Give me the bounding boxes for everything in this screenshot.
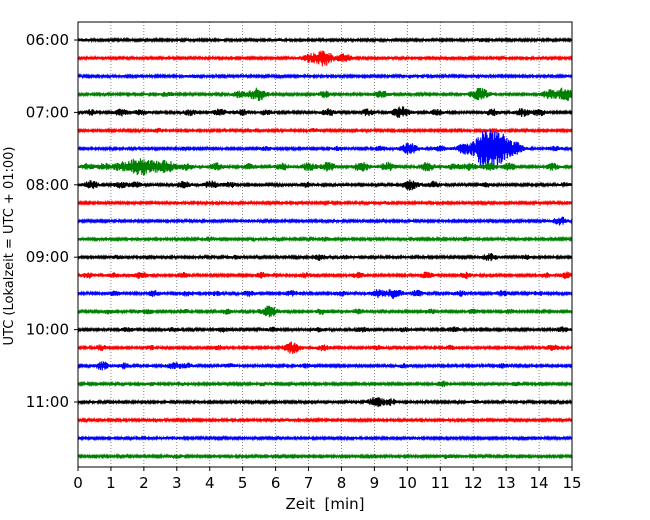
seismogram-trace xyxy=(77,72,573,80)
y-tick-label: 09:00 xyxy=(26,248,69,266)
seismogram-trace xyxy=(77,87,573,101)
seismogram-traces xyxy=(77,36,573,460)
seismogram-trace xyxy=(77,216,573,226)
x-tick-label: 3 xyxy=(172,474,182,492)
x-tick-label: 11 xyxy=(431,474,450,492)
seismogram-trace xyxy=(77,127,573,134)
seismogram-trace xyxy=(77,199,573,207)
seismogram-trace xyxy=(77,252,573,262)
x-axis-ticks: 0 1 2 3 4 5 6 7 8 9 10 11 12 13 14 15 xyxy=(73,467,582,492)
y-tick-label: 10:00 xyxy=(26,321,69,339)
x-tick-label: 14 xyxy=(530,474,549,492)
vertical-grid-lines xyxy=(110,22,540,467)
seismogram-trace xyxy=(77,271,573,280)
seismogram-trace xyxy=(77,106,573,118)
y-axis-ticks: 06:00 07:00 08:00 09:00 10:00 11:00 xyxy=(26,31,78,411)
seismogram-trace xyxy=(77,380,573,388)
seismogram-trace xyxy=(77,416,573,424)
x-tick-label: 10 xyxy=(398,474,417,492)
y-tick-label: 06:00 xyxy=(26,31,69,49)
seismogram-trace xyxy=(77,179,573,191)
seismogram-trace xyxy=(77,50,573,67)
seismogram-trace xyxy=(77,130,573,170)
seismogram-trace xyxy=(77,434,573,442)
seismogram-trace xyxy=(77,158,573,176)
x-tick-label: 0 xyxy=(73,474,83,492)
y-tick-label: 08:00 xyxy=(26,176,69,194)
x-tick-label: 7 xyxy=(304,474,314,492)
seismogram-trace xyxy=(77,361,573,371)
seismogram-trace xyxy=(77,305,573,318)
x-tick-label: 1 xyxy=(106,474,116,492)
seismogram-trace xyxy=(77,453,573,460)
seismogram-trace xyxy=(77,341,573,354)
seismogram-trace xyxy=(77,36,573,44)
seismogram-trace xyxy=(77,289,573,299)
x-tick-label: 8 xyxy=(337,474,347,492)
seismogram-trace xyxy=(77,235,573,243)
x-tick-label: 12 xyxy=(464,474,483,492)
x-tick-label: 4 xyxy=(205,474,215,492)
x-tick-label: 9 xyxy=(370,474,380,492)
x-tick-label: 5 xyxy=(238,474,248,492)
y-tick-label: 11:00 xyxy=(26,393,69,411)
seismogram-trace xyxy=(77,397,573,408)
x-axis-label: Zeit [min] xyxy=(285,495,364,513)
y-tick-label: 07:00 xyxy=(26,103,69,121)
x-tick-label: 15 xyxy=(562,474,581,492)
plot-frame xyxy=(77,21,573,468)
seismogram-trace xyxy=(77,326,573,333)
y-axis-label: UTC (Lokalzeit = UTC + 01:00) xyxy=(2,147,17,346)
x-tick-label: 6 xyxy=(271,474,281,492)
x-tick-label: 13 xyxy=(497,474,516,492)
x-tick-label: 2 xyxy=(139,474,149,492)
